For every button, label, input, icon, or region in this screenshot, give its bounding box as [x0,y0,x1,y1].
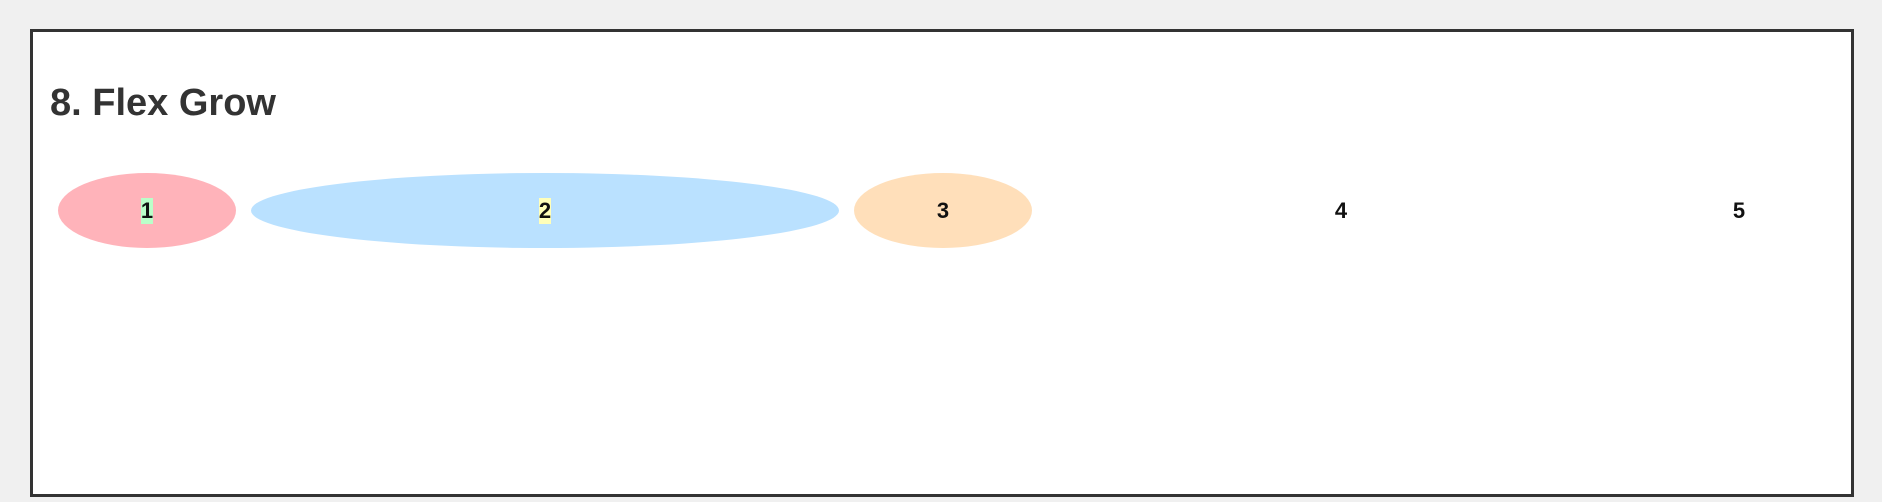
flex-item-4: 4 [1047,173,1635,248]
flex-item-3: 3 [854,173,1032,248]
flex-container: 1 2 3 4 5 [58,173,1828,248]
flex-item-5: 5 [1650,173,1828,248]
flex-grow-demo-panel: 8. Flex Grow 1 2 3 4 5 [30,29,1854,497]
flex-item-label: 3 [936,197,950,223]
flex-item-label: 4 [1334,197,1348,223]
flex-item-1: 1 [58,173,236,248]
flex-item-2: 2 [251,173,839,248]
flex-item-label: 5 [1732,197,1746,223]
section-title: 8. Flex Grow [50,82,276,124]
flex-item-label: 1 [140,197,154,224]
flex-item-label: 2 [538,197,552,224]
